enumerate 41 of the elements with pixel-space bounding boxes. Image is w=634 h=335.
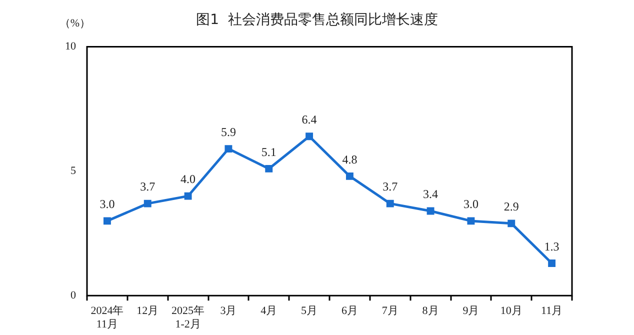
text: 3.0 bbox=[463, 197, 478, 212]
x-tick-label: 4月 bbox=[260, 305, 278, 318]
point bbox=[306, 132, 314, 140]
point bbox=[103, 217, 111, 225]
x-tick-label: 2024年 11月 bbox=[90, 305, 124, 330]
text: 3.4 bbox=[423, 187, 438, 202]
point bbox=[265, 164, 273, 172]
x-tick-label: 6月 bbox=[341, 305, 358, 318]
point bbox=[144, 200, 152, 208]
point bbox=[224, 145, 232, 153]
y-tick-label: 5 bbox=[70, 165, 76, 178]
x-tick-label: 3月 bbox=[220, 305, 237, 318]
text: 4.0 bbox=[180, 172, 196, 186]
point bbox=[548, 260, 556, 267]
x-tick-label: 11月 bbox=[540, 305, 563, 318]
chart-title: 图1 社会消费品零售总额同比增长速度 bbox=[196, 12, 438, 28]
x-tick-label: 10月 bbox=[500, 305, 522, 318]
x-tick-label: 12月 bbox=[136, 305, 159, 318]
y-tick-label: 0 bbox=[70, 289, 76, 302]
x-tick-label: 2025年 1-2月 bbox=[172, 305, 205, 330]
text: 1.3 bbox=[544, 239, 560, 254]
text: 3.7 bbox=[382, 180, 398, 194]
text: 5.9 bbox=[220, 124, 236, 139]
x-tick-label: 9月 bbox=[462, 305, 480, 318]
point bbox=[386, 200, 394, 208]
text: 4.8 bbox=[342, 152, 358, 166]
x-tick-label: 8月 bbox=[422, 305, 439, 318]
x-tick-label: 5月 bbox=[301, 305, 318, 318]
point bbox=[184, 192, 192, 200]
text: 6.4 bbox=[302, 112, 317, 127]
point bbox=[346, 172, 354, 180]
point bbox=[508, 220, 516, 228]
text: 3.7 bbox=[140, 180, 156, 194]
x-tick-label: 7月 bbox=[382, 305, 398, 318]
y-axis-title: （%） bbox=[59, 18, 91, 30]
point bbox=[426, 207, 434, 215]
y-tick-label: 10 bbox=[65, 40, 76, 53]
point bbox=[467, 217, 475, 225]
text: 5.1 bbox=[261, 144, 276, 159]
text: 3.0 bbox=[100, 197, 115, 212]
text: 2.9 bbox=[504, 200, 519, 214]
